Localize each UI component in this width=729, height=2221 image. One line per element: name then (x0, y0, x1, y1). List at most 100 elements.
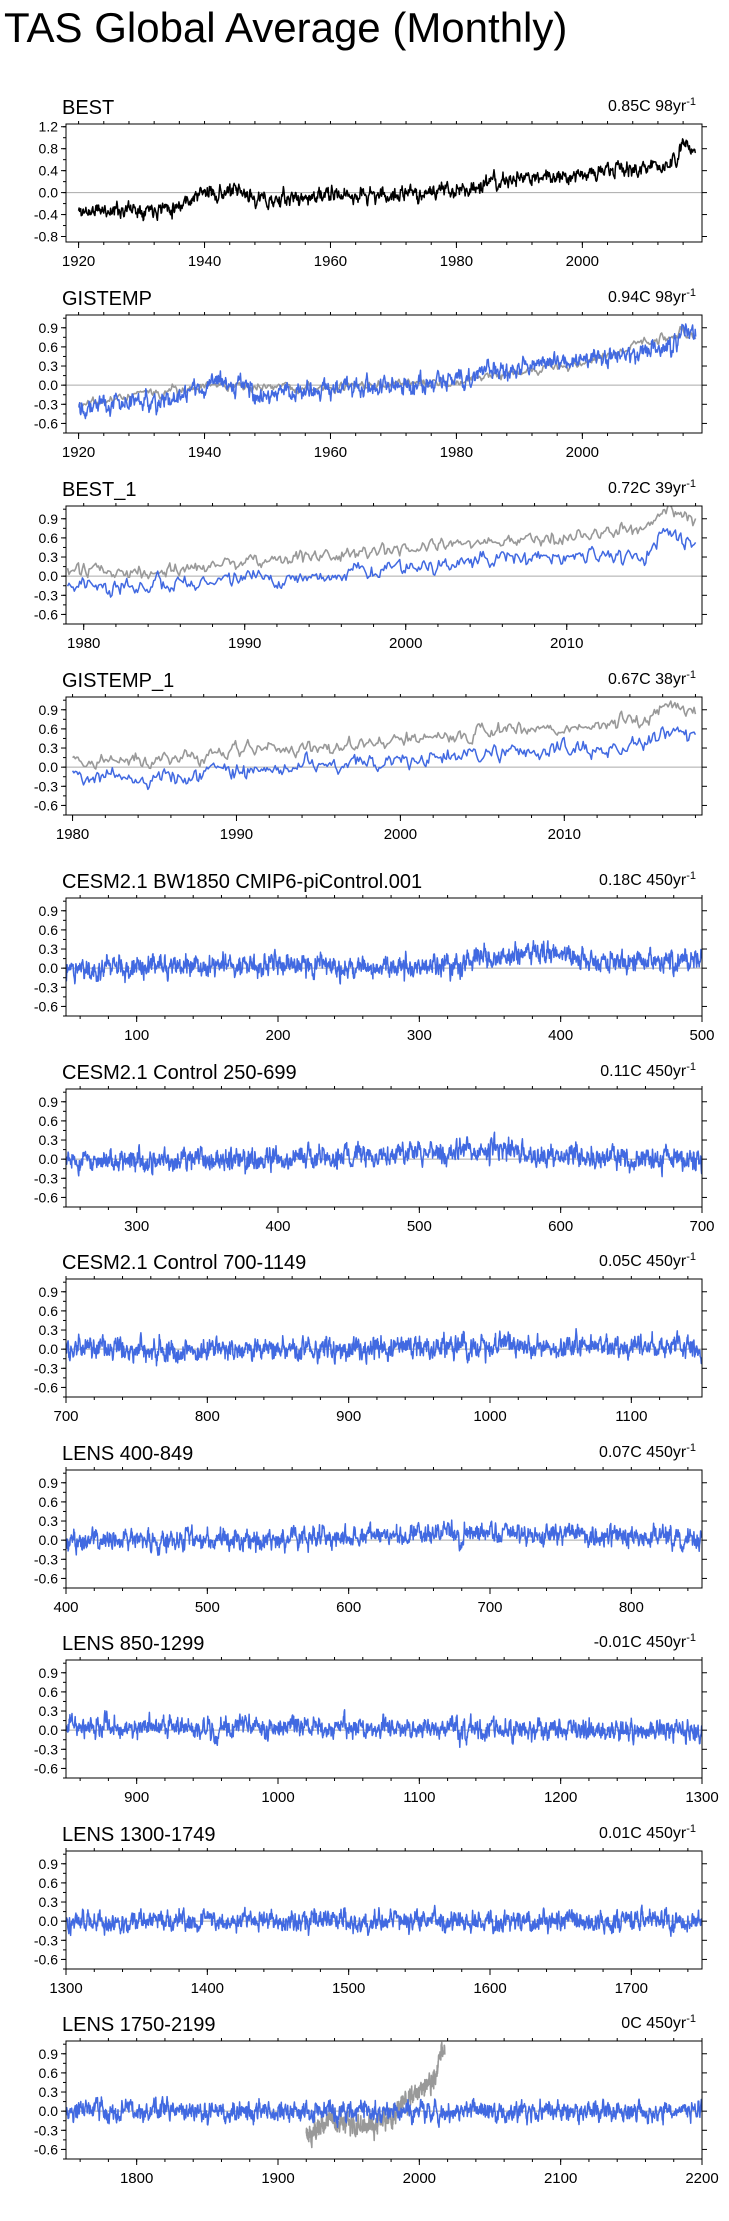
x-tick-label: 800 (619, 1599, 644, 1616)
series-group (66, 1328, 702, 1367)
trend-label: 0C 450yr-1 (621, 2013, 696, 2032)
trend-value: -0.01C 450yr (594, 1634, 687, 1651)
panel-title: CESM2.1 BW1850 CMIP6-piControl.001 (62, 871, 422, 893)
y-tick-label: 0.6 (39, 1113, 59, 1129)
y-tick-label: 0.6 (39, 922, 59, 938)
x-tick-label: 1990 (228, 635, 261, 652)
series-group (66, 1904, 702, 1937)
plot-frame (65, 1278, 703, 1398)
y-tick-label: 0.3 (39, 1703, 59, 1719)
y-tick-label: 1.2 (39, 119, 59, 135)
y-tick-label: 0.3 (39, 1322, 59, 1338)
x-tick-label: 2000 (389, 635, 422, 652)
x-tick-label: 900 (336, 1408, 361, 1425)
plot-frame (65, 1850, 703, 1970)
chart-panels: BEST 0.85C 98yr-11.20.80.40.0-0.4-0.81920… (34, 96, 719, 2187)
series-group (66, 2041, 702, 2149)
series-line-blue (66, 1328, 702, 1367)
trend-value: 0C 450yr (621, 2015, 687, 2032)
chart-panel: LENS 400-849 0.07C 450yr-1 0.9 0.6 0.3 0.0 -0.… (34, 1442, 707, 1616)
y-tick-label: 0.9 (39, 1284, 59, 1300)
y-tick-label: 0.0 (39, 1913, 59, 1929)
trend-value: 0.07C 450yr (599, 1444, 687, 1461)
panel-title: LENS 850-1299 (62, 1633, 204, 1655)
trend-value: 0.85C 98yr (608, 98, 687, 115)
y-tick-label: -0.3 (34, 396, 58, 412)
x-tick-label: 1990 (220, 826, 253, 843)
trend-value: 0.18C 450yr (599, 872, 687, 889)
series-group (71, 700, 697, 791)
x-tick-label: 700 (53, 1408, 78, 1425)
trend-exponent: -1 (686, 1442, 696, 1454)
y-tick-label: 0.9 (39, 903, 59, 919)
y-tick-label: 0.4 (39, 163, 59, 179)
x-tick-label: 700 (477, 1599, 502, 1616)
y-tick-label: 0.9 (39, 1665, 59, 1681)
series-line-blue (66, 2095, 702, 2129)
x-tick-label: 1700 (615, 1980, 648, 1997)
x-tick-label: 100 (124, 1027, 149, 1044)
x-tick-label: 400 (265, 1218, 290, 1235)
trend-label: 0.18C 450yr-1 (599, 870, 696, 889)
x-tick-label: 1920 (62, 253, 95, 270)
x-tick-label: 1980 (440, 444, 473, 461)
trend-label: 0.72C 39yr-1 (608, 478, 696, 497)
trend-label: 0.07C 450yr-1 (599, 1442, 696, 1461)
y-tick-label: 0.6 (39, 721, 59, 737)
x-tick-label: 500 (689, 1027, 714, 1044)
series-line-blue (66, 1709, 702, 1749)
trend-exponent: -1 (686, 1632, 696, 1644)
x-tick-label: 2000 (566, 253, 599, 270)
y-tick-label: 0.9 (39, 702, 59, 718)
x-tick-label: 1100 (615, 1408, 647, 1425)
y-tick-label: 0.0 (39, 185, 59, 201)
x-tick-label: 1800 (120, 2170, 153, 2187)
chart-panel: LENS 850-1299 -0.01C 450yr-1 0.9 0.6 0.3 0.0 -… (34, 1632, 719, 1806)
x-tick-label: 500 (195, 1599, 220, 1616)
main-title: TAS Global Average (Monthly) (4, 4, 567, 51)
y-tick-label: 0.6 (39, 1494, 59, 1510)
y-tick-label: 0.3 (39, 941, 59, 957)
y-tick-label: 0.8 (39, 141, 59, 157)
trend-value: 0.67C 38yr (608, 671, 687, 688)
y-tick-label: -0.3 (34, 778, 58, 794)
x-tick-label: 1500 (332, 1980, 365, 1997)
y-tick-label: 0.3 (39, 1894, 59, 1910)
y-tick-label: 0.3 (39, 549, 59, 565)
x-tick-label: 400 (53, 1599, 78, 1616)
x-tick-label: 1200 (544, 1789, 577, 1806)
y-tick-label: -0.3 (34, 1170, 58, 1186)
y-tick-label: 0.6 (39, 530, 59, 546)
trend-label: -0.01C 450yr-1 (594, 1632, 696, 1651)
chart-panel: BEST 0.85C 98yr-1 1.2 0.8 0.4 0.0 -0.4 -0.81920… (34, 96, 707, 270)
y-tick-label: -0.3 (34, 2122, 58, 2138)
panel-title: BEST (62, 97, 114, 119)
y-tick-label: 0.0 (39, 1341, 59, 1357)
series-line-gray (66, 506, 697, 580)
trend-exponent: -1 (686, 1823, 696, 1835)
y-tick-label: -0.6 (34, 1189, 58, 1205)
x-tick-label: 2000 (403, 2170, 436, 2187)
series-line-blue (66, 527, 697, 598)
x-tick-label: 1300 (49, 1980, 82, 1997)
series-line-gray (77, 325, 697, 408)
plot-frame (65, 897, 703, 1017)
x-tick-label: 1100 (403, 1789, 435, 1806)
chart-panel: LENS 1750-2199 0C 450yr-1 0.9 0.6 0.3 0.0 -0.3… (34, 2013, 719, 2187)
y-tick-label: 0.0 (39, 1722, 59, 1738)
series-group (66, 506, 697, 598)
trend-value: 0.72C 39yr (608, 480, 687, 497)
y-tick-label: 0.3 (39, 740, 59, 756)
y-tick-label: 0.6 (39, 1684, 59, 1700)
y-tick-label: -0.3 (34, 1360, 58, 1376)
series-line-blue (77, 323, 697, 420)
panel-title: GISTEMP (62, 288, 152, 310)
trend-label: 0.94C 98yr-1 (608, 287, 696, 306)
panel-title: LENS 400-849 (62, 1443, 193, 1465)
chart-panel: CESM2.1 BW1850 CMIP6-piControl.001 0.18C … (34, 870, 715, 1044)
y-tick-label: -0.3 (34, 979, 58, 995)
trend-label: 0.67C 38yr-1 (608, 669, 696, 688)
y-tick-label: 0.9 (39, 1094, 59, 1110)
trend-exponent: -1 (686, 669, 696, 681)
